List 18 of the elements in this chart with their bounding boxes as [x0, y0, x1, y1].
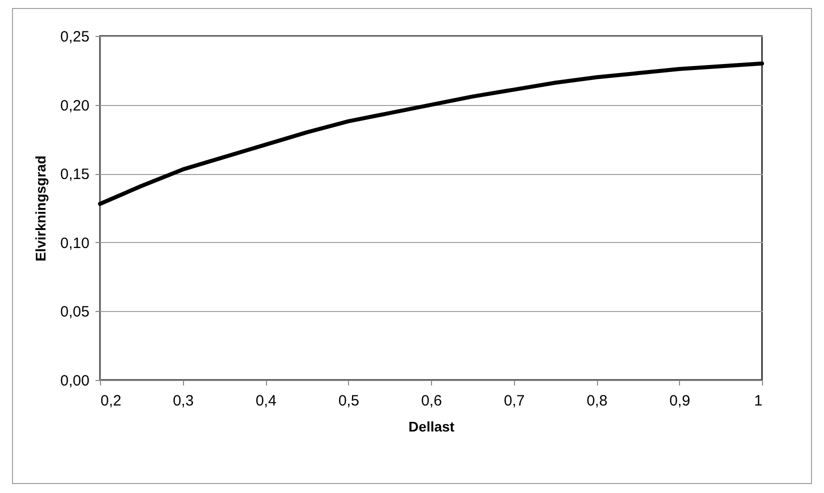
line-series: [98, 62, 764, 206]
y-tick-label: 0,10: [60, 234, 90, 252]
x-tick-label: 0,9: [669, 392, 690, 410]
x-tick-label: 0,6: [421, 392, 442, 410]
y-tick-label: 0,20: [60, 97, 90, 114]
y-tick-label: 0,05: [60, 304, 90, 321]
y-tick-label: 0,15: [60, 166, 90, 184]
x-tick-label: 1: [754, 392, 762, 410]
x-tick-label: 0,3: [172, 392, 194, 410]
x-tick-label: 0,7: [504, 392, 525, 410]
x-tick-label: 0,5: [338, 392, 360, 410]
y-axis-title: Elvirkningsgrad: [32, 156, 48, 262]
x-tick-label: 0,8: [586, 392, 608, 410]
y-tick-label: 0,25: [60, 28, 90, 46]
x-axis-title: Dellast: [408, 418, 455, 434]
y-tick-label: 0,00: [60, 372, 90, 390]
x-tick-label: 0,2: [100, 392, 122, 410]
x-tick-label: 0,4: [256, 392, 276, 410]
